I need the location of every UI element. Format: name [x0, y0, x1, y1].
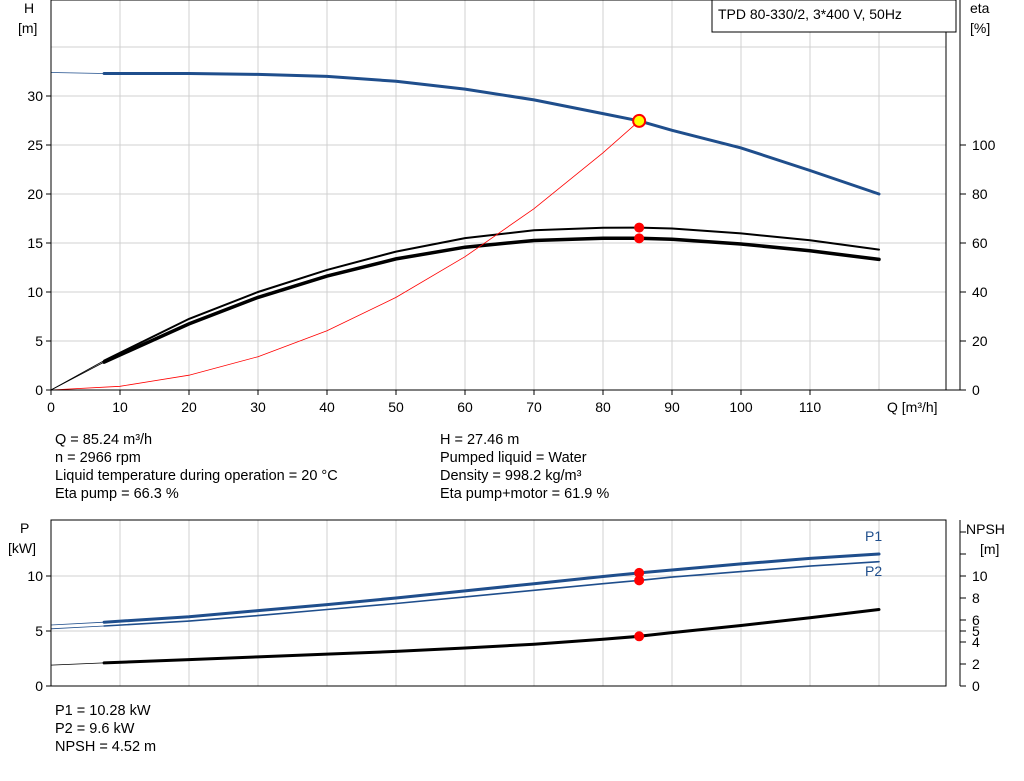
top-ylabel-left-line1: H [24, 0, 34, 16]
duty-point [634, 567, 645, 578]
top-ylabel-right-line1: eta [970, 0, 990, 16]
top-ylabel-left-line2: [m] [18, 20, 37, 36]
series-P2 [103, 560, 880, 627]
y-left-tick-label: 15 [27, 235, 43, 251]
y-left-tick-label: 25 [27, 137, 43, 153]
x-tick-label: 10 [112, 399, 128, 415]
y-right-tick-label: 5 [972, 623, 980, 639]
info-head: H = 27.46 m [440, 432, 520, 448]
y-right-tick-label: 40 [972, 284, 988, 300]
info-npsh: NPSH = 4.52 m [55, 739, 157, 755]
bottom-ylabel-left-line2: [kW] [8, 540, 36, 556]
info-flow: Q = 85.24 m³/h [55, 432, 153, 448]
y-left-tick-label: 0 [35, 382, 43, 398]
series-system [50, 120, 640, 391]
y-left-tick-label: 10 [27, 284, 43, 300]
x-tick-label: 50 [388, 399, 404, 415]
info-bottom: P1 = 10.28 kW P2 = 9.6 kW NPSH = 4.52 m [55, 702, 156, 756]
bottom-plot-frame [50, 519, 947, 687]
x-tick-label: 110 [799, 399, 822, 415]
x-tick-label: 30 [250, 399, 266, 415]
y-left-tick-label: 10 [27, 568, 43, 584]
x-tick-label: 70 [526, 399, 542, 415]
y-right-tick-label: 100 [972, 137, 996, 153]
info-left: Q = 85.24 m³/h n = 2966 rpm Liquid tempe… [55, 431, 338, 503]
duty-point [634, 233, 645, 244]
series-P2-extension [50, 625, 105, 630]
x-tick-label: 40 [319, 399, 335, 415]
top-chart-grid [51, 0, 946, 390]
info-eta-pump-motor: Eta pump+motor = 61.9 % [440, 486, 610, 502]
x-tick-label: 100 [729, 399, 753, 415]
info-density: Density = 998.2 kg/m³ [440, 468, 582, 484]
info-eta-pump: Eta pump = 66.3 % [55, 486, 179, 502]
duty-point [632, 113, 647, 128]
legend-box: TPD 80-330/2, 3*400 V, 50Hz [711, 0, 957, 33]
top-chart-ticks: 0 10 20 30 40 50 60 70 80 90 100 110 0 5 10 15 20 25 30 0 20… [27, 88, 995, 415]
y-right-tick-label: 10 [972, 568, 988, 584]
y-left-tick-label: 30 [27, 88, 43, 104]
y-right-tick-label: 60 [972, 235, 988, 251]
y-right-tick-label: 0 [972, 678, 980, 694]
series-NPSH [102, 608, 881, 665]
series-eta_pump [103, 226, 880, 362]
bottom-ylabel-right-line1: NPSH [966, 521, 1005, 537]
y-left-tick-label: 20 [27, 186, 43, 202]
legend-box-text: TPD 80-330/2, 3*400 V, 50Hz [718, 6, 902, 22]
x-tick-label: 60 [457, 399, 473, 415]
bottom-ylabel-left-line1: P [20, 520, 29, 536]
top-axes [51, 0, 961, 391]
y-right-tick-label: 80 [972, 186, 988, 202]
top-chart-series [50, 72, 881, 391]
series-P1-extension [50, 621, 105, 626]
y-right-tick-label: 8 [972, 590, 980, 606]
y-left-tick-label: 0 [35, 678, 43, 694]
series-eta_pump_motor-extension [50, 361, 105, 391]
p2-series-label: P2 [865, 563, 882, 579]
x-tick-label: 80 [595, 399, 611, 415]
x-tick-label: 20 [181, 399, 197, 415]
y-right-tick-label: 4 [972, 634, 980, 650]
duty-point [634, 222, 645, 233]
series-eta_pump_motor [102, 236, 881, 364]
y-right-tick-label: 6 [972, 612, 980, 628]
y-right-tick-label: 0 [972, 382, 980, 398]
info-speed: n = 2966 rpm [55, 450, 141, 466]
p1-series-label: P1 [865, 528, 882, 544]
info-right: H = 27.46 m Pumped liquid = Water Densit… [440, 431, 609, 503]
top-plot-frame [50, 0, 947, 391]
x-tick-label: 90 [664, 399, 680, 415]
info-temperature: Liquid temperature during operation = 20… [55, 468, 338, 484]
top-xlabel: Q [m³/h] [887, 399, 938, 415]
series-NPSH-extension [50, 662, 105, 666]
top-ylabel-right-line2: [%] [970, 20, 990, 36]
info-liquid: Pumped liquid = Water [440, 450, 587, 466]
series-P1 [102, 552, 881, 624]
y-left-tick-label: 5 [35, 333, 43, 349]
info-p1: P1 = 10.28 kW [55, 703, 151, 719]
y-right-tick-label: 2 [972, 656, 980, 672]
x-tick-label: 0 [47, 399, 55, 415]
series-head [102, 72, 881, 196]
bottom-ylabel-right-line2: [m] [980, 541, 999, 557]
y-left-tick-label: 5 [35, 623, 43, 639]
series-head-extension [50, 72, 105, 74]
y-right-tick-label: 20 [972, 333, 988, 349]
bottom-chart-series [50, 552, 881, 666]
duty-point [634, 575, 645, 586]
info-p2: P2 = 9.6 kW [55, 721, 135, 737]
bottom-chart-grid [51, 520, 946, 686]
duty-point [634, 631, 645, 642]
